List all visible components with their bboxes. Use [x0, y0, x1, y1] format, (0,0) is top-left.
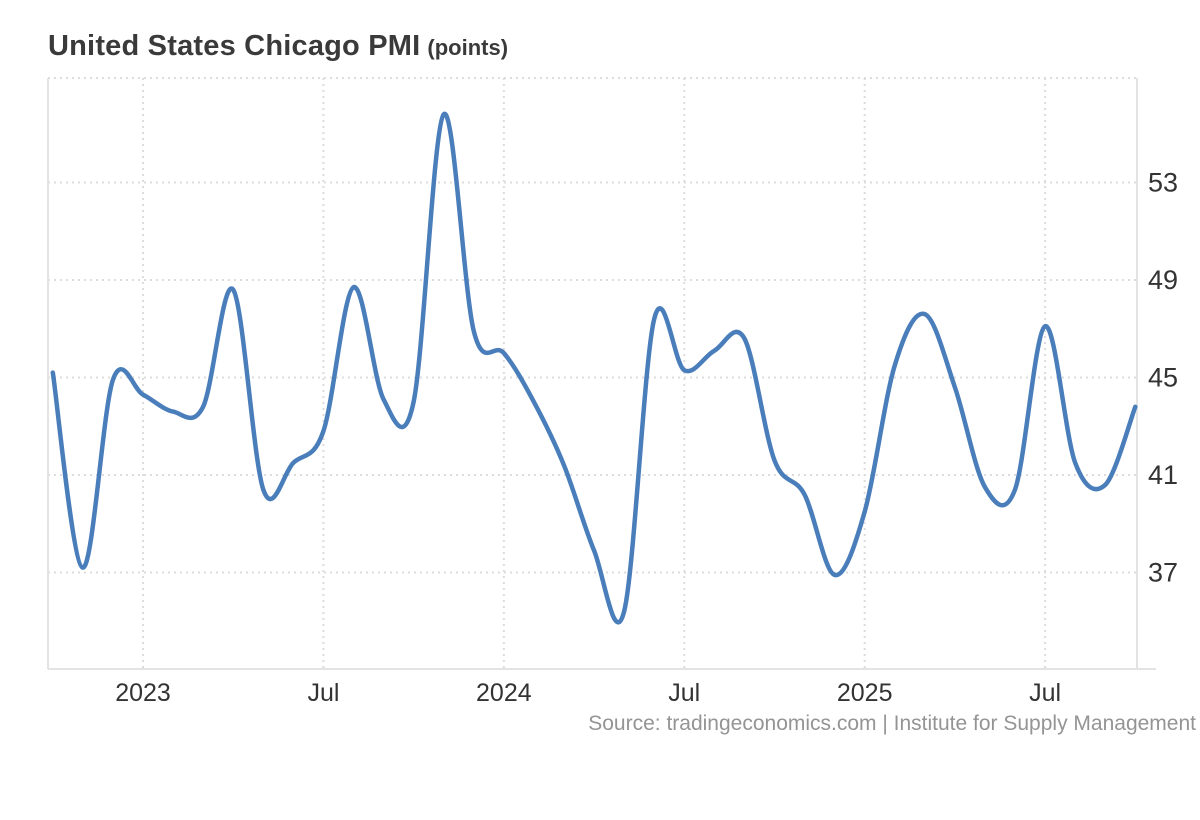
y-axis-label-37: 37: [1148, 558, 1178, 588]
x-axis-label-2025: 2025: [837, 679, 893, 707]
vertical-gridlines: [142, 78, 1047, 669]
x-axis-labels: 2023 Jul 2024 Jul 2025 Jul: [115, 679, 1061, 707]
x-axis-label-Jul: Jul: [668, 679, 700, 707]
y-axis-label-45: 45: [1148, 363, 1178, 393]
x-axis-label-2024: 2024: [476, 679, 532, 707]
y-axis-labels: 37 41 45 49 53: [1148, 168, 1178, 588]
x-axis-label-Jul: Jul: [1029, 679, 1061, 707]
y-axis-label-53: 53: [1148, 168, 1178, 198]
chart-title-row: United States Chicago PMI (points): [48, 30, 508, 63]
x-axis-label-Jul: Jul: [307, 679, 339, 707]
pmi-series-line: [50, 112, 1138, 625]
y-axis-label-41: 41: [1148, 460, 1178, 490]
source-attribution: Source: tradingeconomics.com | Institute…: [588, 712, 1196, 735]
y-axis-label-49: 49: [1148, 265, 1178, 295]
pmi-series: [50, 112, 1138, 625]
x-axis-label-2023: 2023: [115, 679, 171, 707]
chart-title: United States Chicago PMI: [48, 30, 421, 62]
chart-unit-label: (points): [427, 35, 509, 60]
horizontal-gridlines: [48, 77, 1137, 574]
plot-borders: [47, 78, 1156, 670]
